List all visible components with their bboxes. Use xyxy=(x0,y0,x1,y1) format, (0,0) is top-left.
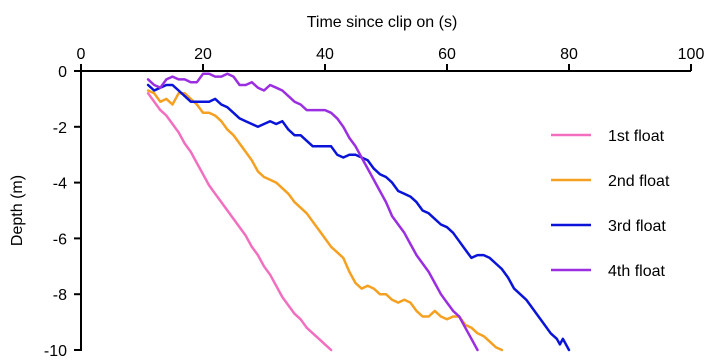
y-tick-label: -4 xyxy=(53,176,67,193)
series-line-4 xyxy=(146,72,479,352)
y-tick-label: 0 xyxy=(58,64,67,81)
y-axis-title: Depth (m) xyxy=(9,175,26,246)
legend-label-4: 4th float xyxy=(608,263,665,280)
y-tick-label: -8 xyxy=(53,287,67,304)
y-ticks: 0 -2 -4 -6 -8 -10 xyxy=(44,64,81,360)
x-tick-label: 60 xyxy=(438,46,456,63)
x-tick-label: 20 xyxy=(194,46,212,63)
legend-label-1: 1st float xyxy=(608,128,665,145)
series-line-1 xyxy=(146,92,333,352)
y-tick-label: -6 xyxy=(53,231,67,248)
x-tick-label: 80 xyxy=(560,46,578,63)
x-tick-label: 100 xyxy=(678,46,705,63)
y-tick-label: -2 xyxy=(53,120,67,137)
y-tick-label: -10 xyxy=(44,343,67,360)
plot-lines xyxy=(146,72,571,352)
legend-label-2: 2nd float xyxy=(608,173,670,190)
series-line-3 xyxy=(146,83,571,352)
legend-label-3: 3rd float xyxy=(608,218,666,235)
x-ticks: 0 20 40 60 80 100 xyxy=(77,46,705,71)
x-tick-label: 0 xyxy=(77,46,86,63)
axes: 0 20 40 60 80 100 0 -2 -4 -6 -8 -10 Time since cli… xyxy=(9,14,704,360)
series-line-2 xyxy=(146,89,504,352)
x-axis-title: Time since clip on (s) xyxy=(307,14,458,31)
legend: 1st float 2nd float 3rd float 4th float xyxy=(551,128,670,280)
x-tick-label: 40 xyxy=(316,46,334,63)
